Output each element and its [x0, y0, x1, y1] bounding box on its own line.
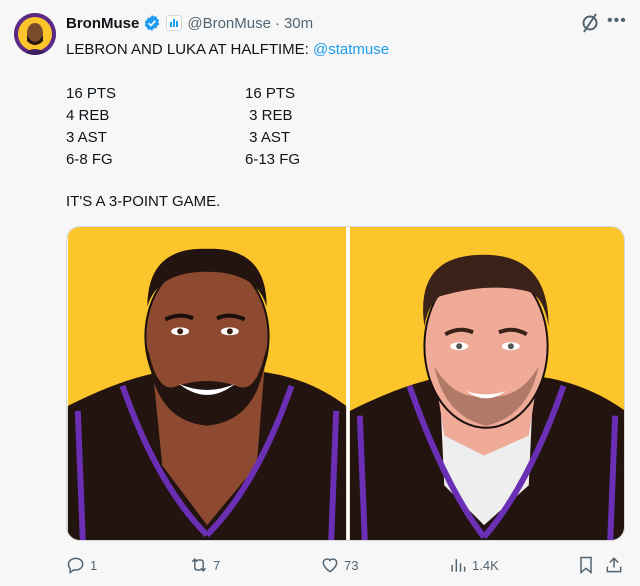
like-count: 73	[344, 557, 359, 573]
reply-count: 1	[90, 557, 98, 573]
lebron-illustration[interactable]	[67, 227, 347, 540]
heart-icon	[322, 558, 338, 573]
stat-line: 16 PTS	[66, 85, 117, 102]
affiliate-badge-icon[interactable]	[166, 15, 183, 31]
views-icon	[451, 559, 466, 572]
tweet-closer: IT'S A 3-POINT GAME.	[66, 193, 221, 210]
luka-stats: 16 PTS 3 REB 3 AST 6-13 FG	[245, 83, 300, 171]
grok-icon[interactable]	[580, 12, 600, 34]
reply-icon	[67, 557, 84, 574]
stat-line: 6-13 FG	[245, 151, 301, 168]
bookmark-icon	[580, 556, 592, 575]
display-name[interactable]: BronMuse	[66, 14, 140, 32]
reply-button[interactable]: 1	[66, 553, 97, 577]
luka-illustration[interactable]	[349, 227, 625, 540]
tweet-header: BronMuse @BronMuse · 30m	[66, 13, 313, 33]
repost-count: 7	[213, 557, 221, 573]
stat-line: 3 AST	[66, 129, 107, 146]
stat-line: 6-8 FG	[66, 151, 113, 168]
tweet-line: LEBRON AND LUKA AT HALFTIME:	[66, 41, 314, 58]
avatar[interactable]	[14, 13, 56, 55]
stat-line: 16 PTS	[245, 85, 296, 102]
share-icon	[606, 557, 622, 573]
verified-badge-icon	[145, 15, 160, 31]
handle[interactable]: @BronMuse	[187, 14, 271, 32]
bookmark-button[interactable]	[576, 553, 596, 577]
views-button[interactable]: 1.4K	[448, 553, 499, 577]
stat-line: 3 AST	[245, 129, 291, 146]
view-count: 1.4K	[472, 557, 499, 573]
share-button[interactable]	[604, 553, 624, 577]
tweet-actions: 1 7 73 1.4K	[66, 553, 626, 577]
stat-line: 4 REB	[66, 107, 110, 124]
timestamp[interactable]: 30m	[283, 14, 314, 32]
lebron-stats: 16 PTS 4 REB 3 AST 6-8 FG	[66, 83, 116, 171]
repost-button[interactable]: 7	[189, 553, 220, 577]
mention-link[interactable]: @statmuse	[313, 41, 390, 58]
like-button[interactable]: 73	[320, 553, 358, 577]
tweet-text: LEBRON AND LUKA AT HALFTIME: @statmuse	[66, 39, 389, 62]
tweet-media[interactable]	[66, 226, 625, 541]
more-options-icon[interactable]: •••	[607, 12, 627, 29]
separator: ·	[274, 14, 280, 32]
repost-icon	[191, 558, 207, 572]
stat-line: 3 REB	[245, 107, 293, 124]
